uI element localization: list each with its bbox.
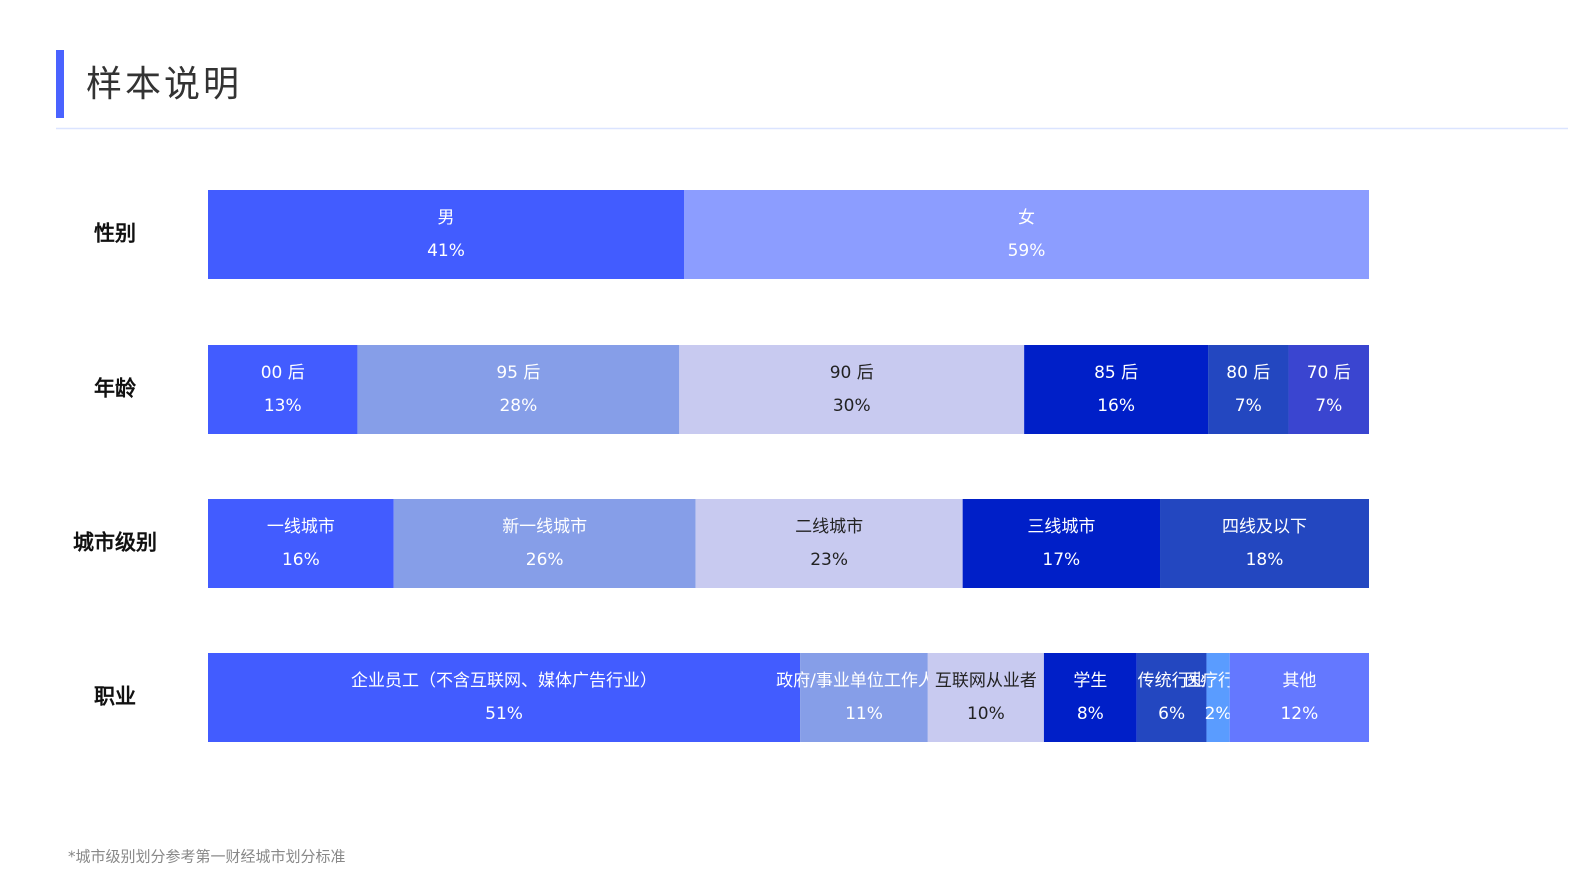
row-label: 年龄 [94,377,137,401]
segment-value: 11% [845,704,883,724]
segment-name: 新一线城市 [502,517,587,537]
segment-name: 80 后 [1226,363,1270,383]
segment [208,499,394,588]
segment-value: 10% [967,704,1005,724]
segment-name: 90 后 [830,363,874,383]
segment-value: 12% [1280,704,1318,724]
segment-value: 7% [1235,396,1262,416]
footnote: *城市级别划分参考第一财经城市划分标准 [68,848,346,866]
segment-name: 互联网从业者 [935,671,1037,691]
segment [357,345,680,434]
segment-name: 企业员工（不含互联网、媒体广告行业） [351,671,657,691]
segment-value: 18% [1246,550,1284,570]
segment-value: 13% [264,396,302,416]
segment [208,653,801,742]
segment [695,499,963,588]
segment [684,190,1369,279]
page-title: 样本说明 [86,64,242,105]
segment-value: 2% [1205,704,1232,724]
segment [208,345,358,434]
segment-value: 23% [810,550,848,570]
segment [1160,499,1369,588]
segment-value: 30% [833,396,871,416]
row-label: 城市级别 [73,531,157,555]
segment-value: 6% [1158,704,1185,724]
segment-name: 四线及以下 [1222,517,1307,537]
segment [1288,345,1369,434]
segment-name: 政府/事业单位工作人员 [776,671,952,691]
row-label: 性别 [94,222,136,246]
segment [1136,653,1207,742]
segment [208,190,685,279]
segment-value: 26% [526,550,564,570]
segment-name: 三线城市 [1027,517,1095,537]
segment-name: 学生 [1073,671,1107,691]
segment [679,345,1025,434]
segment-value: 51% [485,704,523,724]
segment-value: 16% [1097,396,1135,416]
segment [393,499,696,588]
segment-value: 17% [1042,550,1080,570]
segment [927,653,1044,742]
segment [1024,345,1209,434]
segment-name: 95 后 [496,363,540,383]
segment-value: 16% [282,550,320,570]
segment-name: 男 [438,208,455,228]
segment [800,653,928,742]
segment [1043,653,1137,742]
segment-value: 59% [1008,241,1046,261]
segment [1208,345,1289,434]
segment-name: 女 [1018,208,1035,228]
segment-value: 41% [427,241,465,261]
segment-value: 28% [499,396,537,416]
segment-name: 85 后 [1094,363,1138,383]
segment-value: 7% [1315,396,1342,416]
segment-name: 一线城市 [267,517,335,537]
segment-name: 传统行业 [1138,671,1206,691]
segment-name: 00 后 [261,363,305,383]
segment-name: 其他 [1282,671,1316,691]
segment-value: 8% [1077,704,1104,724]
title-accent [56,50,64,118]
segment-name: 二线城市 [795,517,863,537]
row-label: 职业 [94,685,136,709]
segment [1206,653,1230,742]
segment-name: 70 后 [1307,363,1351,383]
segment [962,499,1161,588]
segment [1229,653,1369,742]
